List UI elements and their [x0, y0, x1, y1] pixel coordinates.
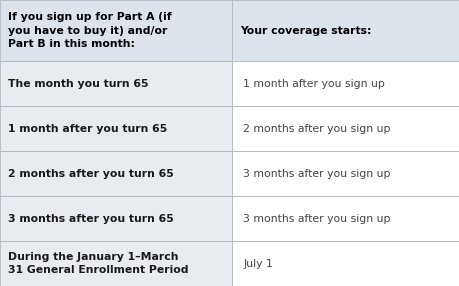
- Text: Your coverage starts:: Your coverage starts:: [240, 26, 371, 36]
- Bar: [0, 61, 232, 106]
- Text: If you sign up for Part A (if
you have to buy it) and/or
Part B in this month:: If you sign up for Part A (if you have t…: [8, 12, 172, 49]
- Text: 3 months after you sign up: 3 months after you sign up: [243, 169, 391, 179]
- Bar: [232, 151, 459, 196]
- Text: 1 month after you sign up: 1 month after you sign up: [243, 79, 385, 89]
- Text: The month you turn 65: The month you turn 65: [8, 79, 149, 89]
- Bar: [0, 0, 232, 61]
- Text: 3 months after you turn 65: 3 months after you turn 65: [8, 214, 174, 224]
- Bar: [0, 196, 232, 241]
- Text: 2 months after you turn 65: 2 months after you turn 65: [8, 169, 174, 179]
- Bar: [0, 106, 232, 151]
- Text: 3 months after you sign up: 3 months after you sign up: [243, 214, 391, 224]
- Bar: [232, 0, 459, 61]
- Text: July 1: July 1: [243, 259, 273, 269]
- Bar: [232, 106, 459, 151]
- Text: During the January 1–March
31 General Enrollment Period: During the January 1–March 31 General En…: [8, 252, 189, 275]
- Bar: [232, 196, 459, 241]
- Bar: [0, 151, 232, 196]
- Bar: [232, 241, 459, 286]
- Text: 1 month after you turn 65: 1 month after you turn 65: [8, 124, 168, 134]
- Bar: [0, 241, 232, 286]
- Bar: [232, 61, 459, 106]
- Text: 2 months after you sign up: 2 months after you sign up: [243, 124, 391, 134]
